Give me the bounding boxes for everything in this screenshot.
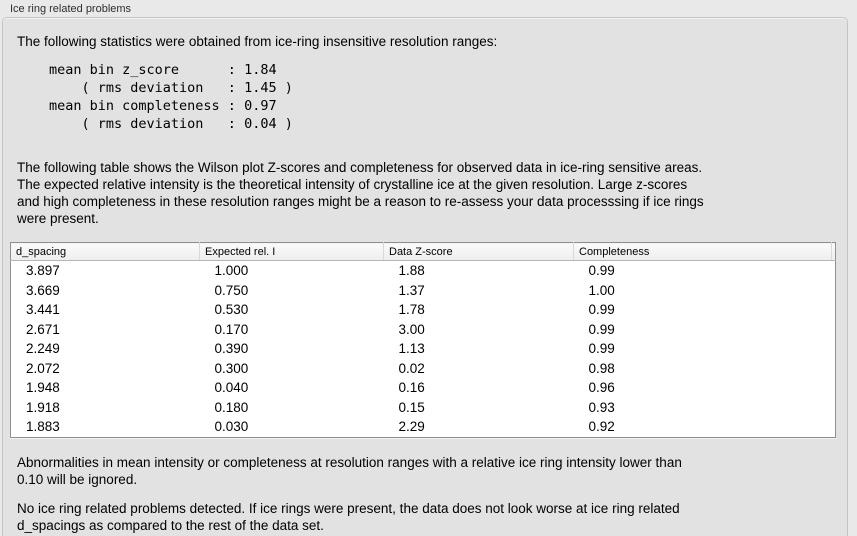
table-cell: 0.030 <box>214 419 249 435</box>
table-cell: 0.170 <box>214 321 249 337</box>
table-row[interactable]: 1.918 0.180 0.15 0.93 <box>11 398 836 418</box>
table-header-row: d_spacing Expected rel. I Data Z-score Comp… <box>10 242 836 261</box>
table-cell: 1.13 <box>398 341 425 357</box>
ice-ring-table[interactable]: d_spacing Expected rel. I Data Z-score Comp… <box>10 242 836 438</box>
table-cell-spacer <box>832 320 836 340</box>
ice-ring-data-table[interactable]: d_spacing Expected rel. I Data Z-score Comp… <box>10 242 836 438</box>
table-cell: 1.88 <box>398 263 425 279</box>
panel-title: Ice ring related problems <box>10 3 132 15</box>
table-cell: 0.390 <box>214 341 249 357</box>
table-cell: 0.99 <box>588 341 615 357</box>
ignore-note: Abnormalities in mean intensity or compl… <box>17 454 682 487</box>
table-cell-spacer <box>832 261 836 281</box>
table-cell: 0.02 <box>398 360 425 376</box>
table-cell: 1.37 <box>398 282 425 298</box>
column-header-spacer <box>831 242 836 261</box>
column-header[interactable]: Completeness <box>573 242 832 261</box>
table-row[interactable]: 3.897 1.000 1.88 0.99 <box>11 261 836 281</box>
column-header[interactable]: Expected rel. I <box>199 242 384 261</box>
stats-block: mean bin z_score : 1.84 ( rms deviation … <box>49 62 293 132</box>
table-cell: 0.93 <box>588 399 615 415</box>
table-cell: 0.99 <box>588 302 615 318</box>
table-cell: 3.897 <box>26 263 60 279</box>
table-cell-spacer <box>832 378 836 398</box>
table-cell: 0.750 <box>214 282 249 298</box>
table-cell-spacer <box>832 339 836 359</box>
table-cell: 3.00 <box>398 321 425 337</box>
table-row[interactable]: 2.072 0.300 0.02 0.98 <box>11 359 836 379</box>
table-cell: 1.78 <box>398 302 425 318</box>
table-cell: 1.918 <box>26 399 60 415</box>
table-cell-spacer <box>832 300 836 320</box>
table-cell-spacer <box>832 398 836 418</box>
table-cell-spacer <box>832 281 836 301</box>
stats-intro-text: The following statistics were obtained f… <box>17 34 498 49</box>
conclusion-text: No ice ring related problems detected. I… <box>17 500 680 533</box>
table-cell-spacer <box>832 417 836 437</box>
table-cell: 0.300 <box>214 360 249 376</box>
table-cell: 2.29 <box>398 419 425 435</box>
table-cell: 1.883 <box>26 419 60 435</box>
table-row[interactable]: 3.441 0.530 1.78 0.99 <box>11 300 836 320</box>
table-cell: 2.072 <box>26 360 60 376</box>
table-cell: 1.000 <box>214 263 249 279</box>
table-cell: 1.948 <box>26 380 60 396</box>
table-row[interactable]: 1.948 0.040 0.16 0.96 <box>11 378 836 398</box>
table-row[interactable]: 2.671 0.170 3.00 0.99 <box>11 320 836 340</box>
table-cell-spacer <box>832 359 836 379</box>
table-cell: 0.99 <box>588 263 615 279</box>
table-cell: 3.669 <box>26 282 60 298</box>
table-cell: 0.98 <box>588 360 615 376</box>
table-cell: 0.15 <box>398 399 425 415</box>
table-cell: 2.249 <box>26 341 60 357</box>
ice-ring-panel: The following statistics were obtained f… <box>2 17 848 536</box>
table-cell: 0.040 <box>214 380 249 396</box>
table-cell: 0.180 <box>214 399 249 415</box>
table-row[interactable]: 3.669 0.750 1.37 1.00 <box>11 281 836 301</box>
table-cell: 0.16 <box>398 380 425 396</box>
table-row[interactable]: 1.883 0.030 2.29 0.92 <box>11 417 836 437</box>
column-header[interactable]: Data Z-score <box>383 242 574 261</box>
table-cell: 3.441 <box>26 302 60 318</box>
table-cell: 0.530 <box>214 302 249 318</box>
table-cell: 0.96 <box>588 380 615 396</box>
table-cell: 0.92 <box>588 419 615 435</box>
table-cell: 0.99 <box>588 321 615 337</box>
table-description: The following table shows the Wilson plo… <box>17 160 704 226</box>
column-header[interactable]: d_spacing <box>10 242 200 261</box>
table-cell: 1.00 <box>588 282 615 298</box>
table-row[interactable]: 2.249 0.390 1.13 0.99 <box>11 339 836 359</box>
table-cell: 2.671 <box>26 321 60 337</box>
